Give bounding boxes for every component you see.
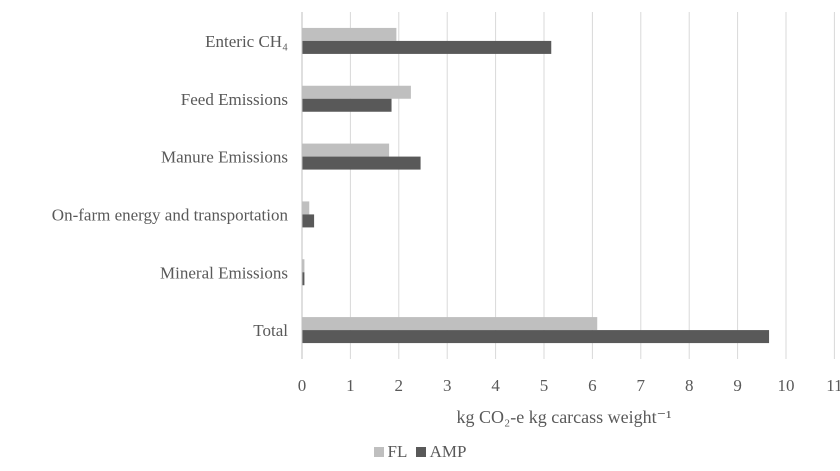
- gridlines: [349, 12, 835, 359]
- x-tick-label-4: 4: [491, 376, 500, 395]
- bar-amp-4: [302, 272, 305, 286]
- category-label-2: Manure Emissions: [161, 148, 288, 167]
- bar-fl-4: [302, 259, 305, 273]
- legend-item-amp: AMP: [415, 442, 467, 462]
- x-tick-labels: 0 1 2 3 4 5 6 7 8 9 10 11: [298, 376, 840, 395]
- x-tick-label-6: 6: [588, 376, 597, 395]
- bar-fl-2: [302, 143, 390, 157]
- category-labels: Enteric CH₄ Feed Emissions Manure Emission…: [52, 32, 289, 340]
- bar-amp-3: [302, 214, 315, 228]
- category-label-5: Total: [253, 321, 288, 340]
- bars: [302, 27, 770, 344]
- bar-amp-1: [302, 98, 392, 112]
- bar-fl-1: [302, 85, 411, 99]
- x-tick-label-9: 9: [733, 376, 742, 395]
- category-label-1: Feed Emissions: [181, 90, 288, 109]
- category-label-4: Mineral Emissions: [160, 263, 288, 282]
- x-tick-label-3: 3: [443, 376, 452, 395]
- bar-amp-5: [302, 330, 770, 344]
- x-tick-label-5: 5: [540, 376, 549, 395]
- x-tick-label-0: 0: [298, 376, 307, 395]
- bar-fl-5: [302, 317, 598, 331]
- bar-amp-2: [302, 156, 421, 170]
- bar-fl-3: [302, 201, 310, 215]
- category-label-0: Enteric CH₄: [205, 32, 288, 51]
- bar-amp-0: [302, 40, 552, 54]
- legend-swatch-amp: [415, 447, 426, 457]
- legend-label-amp: AMP: [429, 442, 467, 461]
- x-axis-title: kg CO₂-e kg carcass weight⁻¹: [456, 407, 671, 427]
- x-tick-label-1: 1: [346, 376, 355, 395]
- x-tick-label-2: 2: [395, 376, 404, 395]
- legend-swatch-fl: [373, 447, 384, 457]
- x-tick-label-11: 11: [826, 376, 840, 395]
- x-tick-label-8: 8: [685, 376, 694, 395]
- legend: FL AMP: [0, 442, 840, 462]
- legend-item-fl: FL: [373, 442, 408, 462]
- x-tick-label-10: 10: [778, 376, 795, 395]
- category-label-3: On-farm energy and transportation: [52, 205, 289, 224]
- bar-fl-0: [302, 27, 397, 41]
- x-tick-label-7: 7: [637, 376, 646, 395]
- legend-label-fl: FL: [387, 442, 408, 461]
